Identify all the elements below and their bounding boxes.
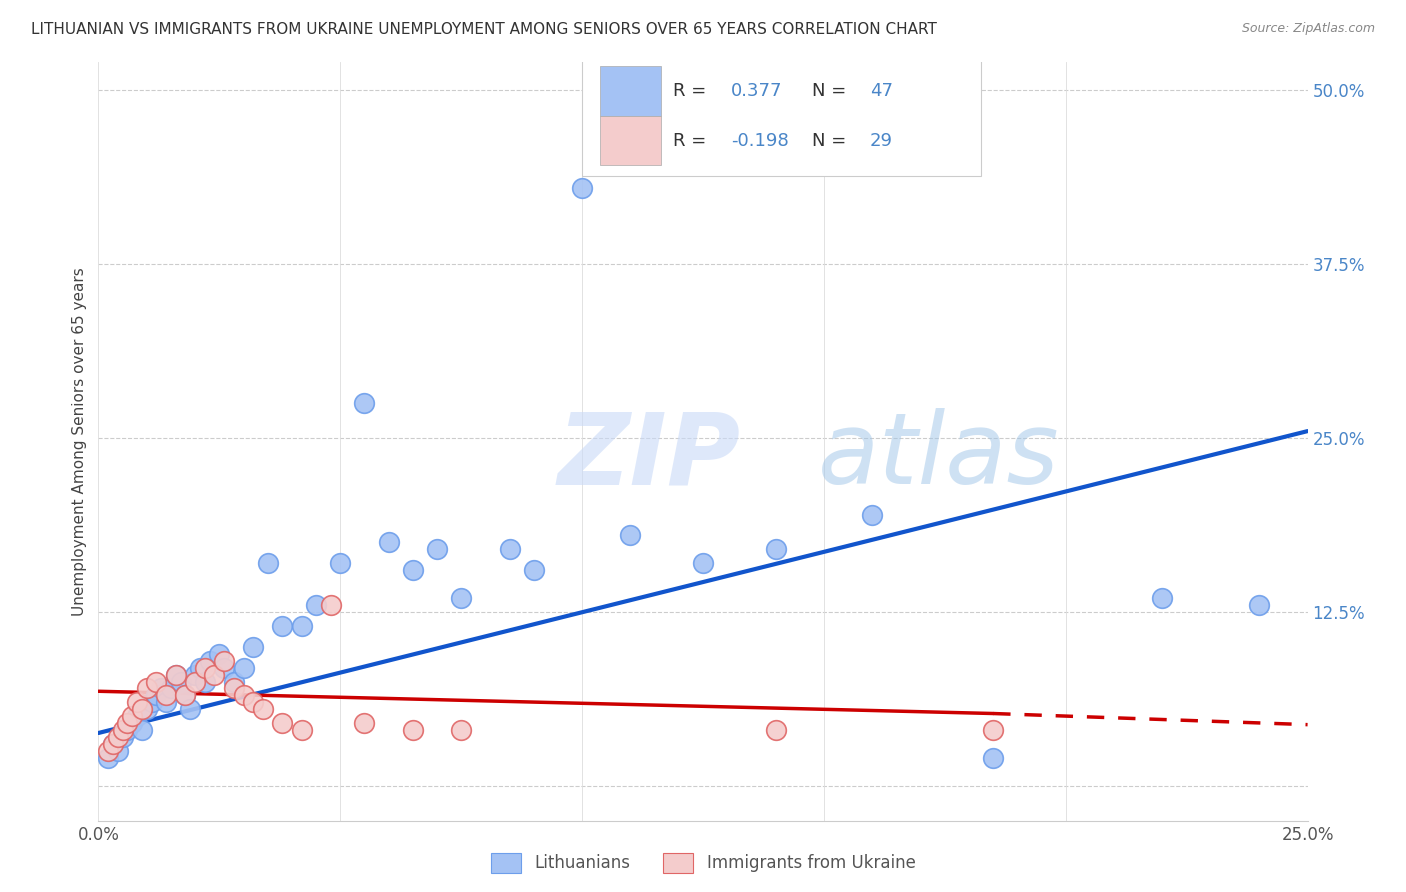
- Point: [174, 689, 197, 703]
- Point: [165, 667, 187, 681]
- Point: [121, 716, 143, 731]
- Point: [692, 556, 714, 570]
- Text: LITHUANIAN VS IMMIGRANTS FROM UKRAINE UNEMPLOYMENT AMONG SENIORS OVER 65 YEARS C: LITHUANIAN VS IMMIGRANTS FROM UKRAINE UN…: [31, 22, 936, 37]
- Point: [184, 674, 207, 689]
- Point: [141, 695, 163, 709]
- Point: [150, 681, 173, 696]
- Text: 47: 47: [870, 82, 893, 100]
- Point: [135, 681, 157, 696]
- Point: [165, 667, 187, 681]
- Point: [101, 737, 124, 751]
- Point: [208, 647, 231, 661]
- Point: [402, 723, 425, 738]
- Point: [222, 674, 245, 689]
- Text: ZIP: ZIP: [558, 409, 741, 505]
- Text: R =: R =: [672, 131, 711, 150]
- Point: [290, 723, 312, 738]
- Legend: Lithuanians, Immigrants from Ukraine: Lithuanians, Immigrants from Ukraine: [484, 847, 922, 880]
- Point: [765, 542, 787, 557]
- Point: [179, 702, 201, 716]
- Text: atlas: atlas: [818, 409, 1060, 505]
- Point: [242, 695, 264, 709]
- Point: [135, 702, 157, 716]
- Point: [232, 660, 254, 674]
- Point: [305, 598, 328, 612]
- Text: N =: N =: [811, 82, 852, 100]
- Point: [212, 654, 235, 668]
- FancyBboxPatch shape: [582, 51, 981, 177]
- Point: [160, 681, 183, 696]
- Text: 29: 29: [870, 131, 893, 150]
- Point: [1249, 598, 1271, 612]
- Point: [377, 535, 399, 549]
- Point: [256, 556, 278, 570]
- Point: [353, 396, 375, 410]
- Point: [184, 667, 207, 681]
- Point: [981, 751, 1004, 765]
- Text: 0.377: 0.377: [731, 82, 782, 100]
- Point: [107, 730, 129, 744]
- Point: [290, 619, 312, 633]
- Point: [242, 640, 264, 654]
- Point: [97, 744, 120, 758]
- Point: [450, 591, 472, 605]
- Point: [101, 737, 124, 751]
- Point: [155, 695, 177, 709]
- Point: [329, 556, 352, 570]
- Point: [232, 689, 254, 703]
- Point: [1152, 591, 1174, 605]
- Point: [155, 689, 177, 703]
- Point: [188, 660, 211, 674]
- Point: [271, 716, 294, 731]
- Point: [450, 723, 472, 738]
- Point: [169, 674, 191, 689]
- Point: [860, 508, 883, 522]
- Point: [194, 660, 217, 674]
- Point: [121, 709, 143, 723]
- Point: [174, 689, 197, 703]
- Point: [353, 716, 375, 731]
- Point: [107, 744, 129, 758]
- Point: [97, 751, 120, 765]
- Point: [212, 660, 235, 674]
- Point: [111, 730, 134, 744]
- Text: Source: ZipAtlas.com: Source: ZipAtlas.com: [1241, 22, 1375, 36]
- Point: [204, 667, 226, 681]
- Point: [571, 180, 593, 194]
- Point: [145, 674, 167, 689]
- Point: [127, 695, 149, 709]
- Point: [426, 542, 449, 557]
- Point: [111, 723, 134, 738]
- Point: [498, 542, 520, 557]
- Text: N =: N =: [811, 131, 852, 150]
- FancyBboxPatch shape: [600, 66, 661, 115]
- Point: [145, 689, 167, 703]
- Point: [981, 723, 1004, 738]
- Point: [194, 674, 217, 689]
- Point: [402, 563, 425, 577]
- Point: [222, 681, 245, 696]
- Point: [131, 723, 153, 738]
- Point: [271, 619, 294, 633]
- Point: [319, 598, 342, 612]
- Point: [131, 702, 153, 716]
- Text: R =: R =: [672, 82, 711, 100]
- Point: [523, 563, 546, 577]
- Point: [117, 716, 139, 731]
- Y-axis label: Unemployment Among Seniors over 65 years: Unemployment Among Seniors over 65 years: [72, 268, 87, 615]
- FancyBboxPatch shape: [600, 116, 661, 165]
- Point: [127, 709, 149, 723]
- Point: [619, 528, 641, 542]
- Point: [252, 702, 274, 716]
- Point: [765, 723, 787, 738]
- Text: -0.198: -0.198: [731, 131, 789, 150]
- Point: [117, 723, 139, 738]
- Point: [198, 654, 221, 668]
